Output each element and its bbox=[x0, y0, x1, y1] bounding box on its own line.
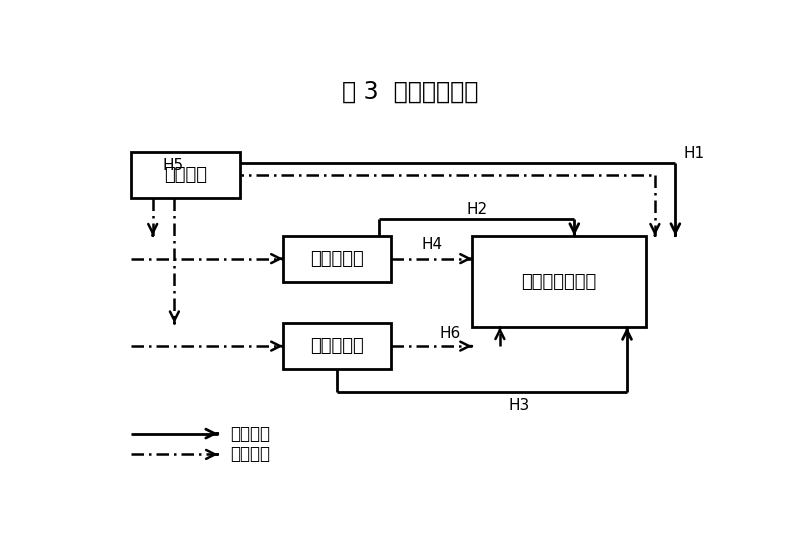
Text: H6: H6 bbox=[440, 326, 461, 341]
Text: H3: H3 bbox=[509, 398, 530, 413]
Text: H2: H2 bbox=[466, 202, 487, 217]
Bar bbox=[283, 236, 391, 281]
Text: 虚拟价值链重构: 虚拟价值链重构 bbox=[521, 273, 597, 291]
Text: 图 3  结构方程模型: 图 3 结构方程模型 bbox=[342, 80, 478, 103]
Text: 产业竞争力: 产业竞争力 bbox=[310, 249, 364, 268]
Text: 社会选择力: 社会选择力 bbox=[310, 337, 364, 355]
Bar bbox=[283, 323, 391, 369]
Text: H1: H1 bbox=[683, 146, 705, 161]
Text: H4: H4 bbox=[421, 237, 442, 252]
Text: 直接路径: 直接路径 bbox=[230, 425, 270, 443]
Bar bbox=[131, 153, 239, 198]
Text: 中介效应: 中介效应 bbox=[230, 445, 270, 464]
Text: 集群网络: 集群网络 bbox=[164, 166, 206, 184]
Bar bbox=[472, 236, 646, 327]
Text: H5: H5 bbox=[162, 158, 183, 173]
